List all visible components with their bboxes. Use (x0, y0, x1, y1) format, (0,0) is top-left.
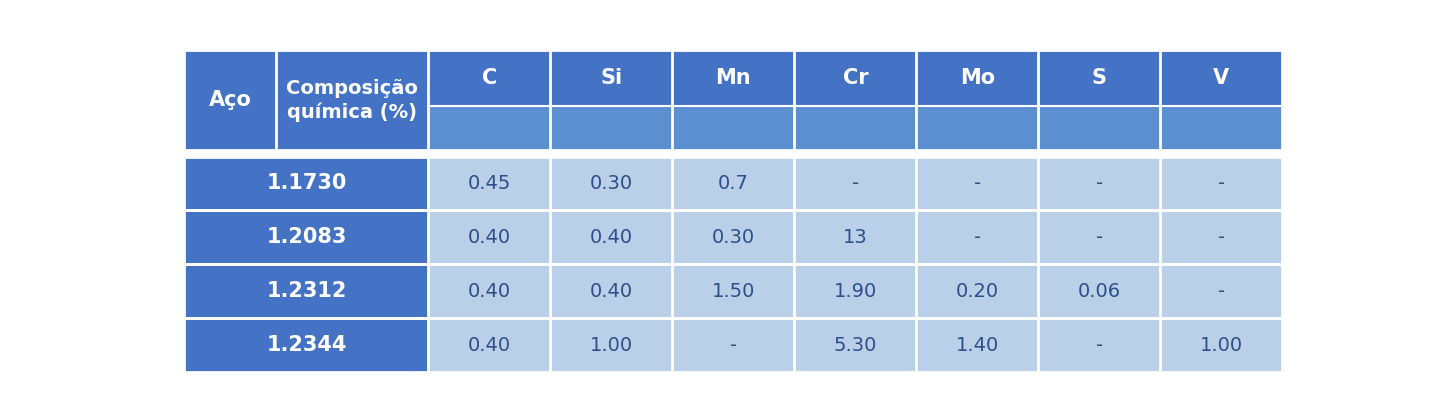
Bar (551, 264, 673, 318)
Text: 0.40: 0.40 (468, 336, 511, 355)
Bar (673, 106, 794, 150)
Bar (673, 318, 794, 372)
Text: -: - (1218, 174, 1225, 193)
Text: 0.30: 0.30 (590, 174, 633, 193)
Bar (276, 50, 428, 150)
Bar (551, 106, 673, 150)
Bar (1039, 210, 1161, 264)
Text: 0.45: 0.45 (468, 174, 511, 193)
Text: V: V (1213, 68, 1229, 88)
Bar (916, 50, 1039, 106)
Text: 1.00: 1.00 (1199, 336, 1244, 355)
Bar (551, 318, 673, 372)
Bar (1161, 106, 1282, 150)
Text: 0.30: 0.30 (711, 228, 756, 247)
Bar (1161, 50, 1282, 106)
Text: 0.40: 0.40 (468, 282, 511, 301)
Text: Aço: Aço (209, 91, 252, 110)
Bar (794, 210, 916, 264)
Text: 1.2344: 1.2344 (266, 335, 346, 355)
Bar (428, 157, 551, 210)
Text: -: - (975, 174, 980, 193)
Bar (185, 210, 428, 264)
Bar (185, 50, 276, 150)
Text: -: - (1096, 174, 1103, 193)
Bar (1161, 318, 1282, 372)
Bar (673, 157, 794, 210)
Bar (794, 157, 916, 210)
Text: S: S (1092, 68, 1106, 88)
Text: -: - (1218, 282, 1225, 301)
Bar (551, 157, 673, 210)
Text: -: - (975, 228, 980, 247)
Bar (1039, 106, 1161, 150)
Bar (673, 264, 794, 318)
Bar (916, 157, 1039, 210)
Bar (916, 318, 1039, 372)
Bar (551, 50, 673, 106)
Text: -: - (1096, 228, 1103, 247)
Text: 1.40: 1.40 (956, 336, 999, 355)
Text: -: - (1218, 228, 1225, 247)
Bar (916, 106, 1039, 150)
Text: 1.50: 1.50 (711, 282, 756, 301)
Text: 0.40: 0.40 (590, 282, 633, 301)
Text: 5.30: 5.30 (834, 336, 877, 355)
Bar (1039, 318, 1161, 372)
Bar (1161, 264, 1282, 318)
Bar (428, 50, 551, 106)
Text: 13: 13 (843, 228, 867, 247)
Text: Mo: Mo (960, 68, 995, 88)
Text: 0.7: 0.7 (718, 174, 748, 193)
Bar (428, 106, 551, 150)
Bar (916, 264, 1039, 318)
Bar (551, 210, 673, 264)
Text: 1.2083: 1.2083 (266, 228, 346, 247)
Bar (428, 318, 551, 372)
Bar (1161, 210, 1282, 264)
Text: -: - (730, 336, 737, 355)
Text: -: - (851, 174, 859, 193)
Bar (794, 50, 916, 106)
Text: -: - (1096, 336, 1103, 355)
Bar (185, 318, 428, 372)
Bar (185, 264, 428, 318)
Bar (185, 157, 428, 210)
Bar (673, 210, 794, 264)
Text: 0.20: 0.20 (956, 282, 999, 301)
Bar (428, 210, 551, 264)
Bar (916, 210, 1039, 264)
Text: 1.2312: 1.2312 (266, 281, 346, 301)
Bar (1039, 157, 1161, 210)
Bar (673, 50, 794, 106)
Text: Composição
química (%): Composição química (%) (286, 79, 418, 122)
Text: 0.40: 0.40 (468, 228, 511, 247)
Text: Si: Si (601, 68, 622, 88)
Bar (794, 106, 916, 150)
Text: Cr: Cr (843, 68, 869, 88)
Bar (1039, 264, 1161, 318)
Text: 0.06: 0.06 (1078, 282, 1120, 301)
Bar (794, 264, 916, 318)
Text: Mn: Mn (716, 68, 751, 88)
Text: 1.1730: 1.1730 (266, 173, 346, 194)
Bar (428, 264, 551, 318)
Bar (794, 318, 916, 372)
Text: C: C (482, 68, 497, 88)
Text: 0.40: 0.40 (590, 228, 633, 247)
Text: 1.90: 1.90 (834, 282, 877, 301)
Bar (1039, 50, 1161, 106)
Bar (1161, 157, 1282, 210)
Text: 1.00: 1.00 (590, 336, 633, 355)
